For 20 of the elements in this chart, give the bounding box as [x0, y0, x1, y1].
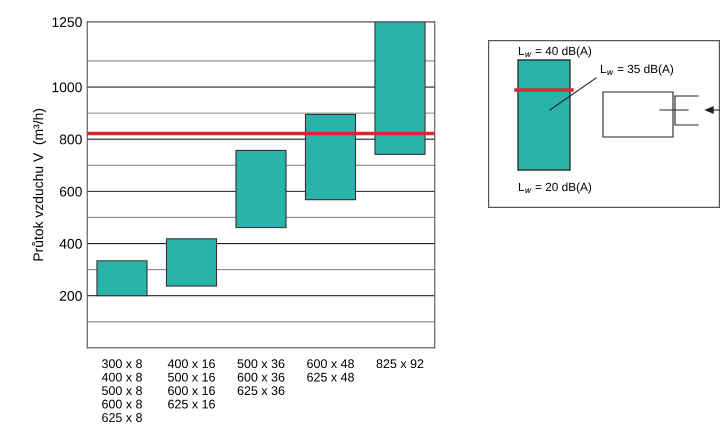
text: L$_{w}$ = 35 dB(A) — [600, 64, 674, 76]
bar — [235, 150, 287, 228]
y-tick-label: 400 — [60, 238, 82, 249]
x-tick-label: 825 x 92 — [376, 359, 424, 368]
y-tick-label: 800 — [60, 134, 82, 144]
y-axis-title: Průtok vzduchu V (m³/h) — [32, 108, 46, 261]
x-tick-label: 300 x 8 400 x 8 500 x 8 600 x 8 625 x 8 — [102, 359, 142, 422]
bar — [304, 114, 356, 200]
bar — [166, 238, 218, 287]
bar — [96, 260, 148, 296]
text: L$_{w}$ = 20 dB(A) — [518, 182, 592, 194]
y-tick-label: 200 — [60, 291, 82, 301]
y-tick-label: 600 — [60, 186, 82, 197]
y-tick-label: 1000 — [52, 82, 82, 92]
x-tick-label: 600 x 48 625 x 48 — [307, 359, 354, 382]
text: L$_{w}$ = 40 dB(A) — [518, 46, 592, 58]
x-tick-label: 400 x 16 500 x 16 600 x 16 625 x 16 — [168, 359, 215, 409]
y-tick-label: 1250 — [52, 17, 82, 28]
x-tick-label: 500 x 36 600 x 36 625 x 36 — [238, 359, 284, 396]
bar — [374, 22, 426, 155]
